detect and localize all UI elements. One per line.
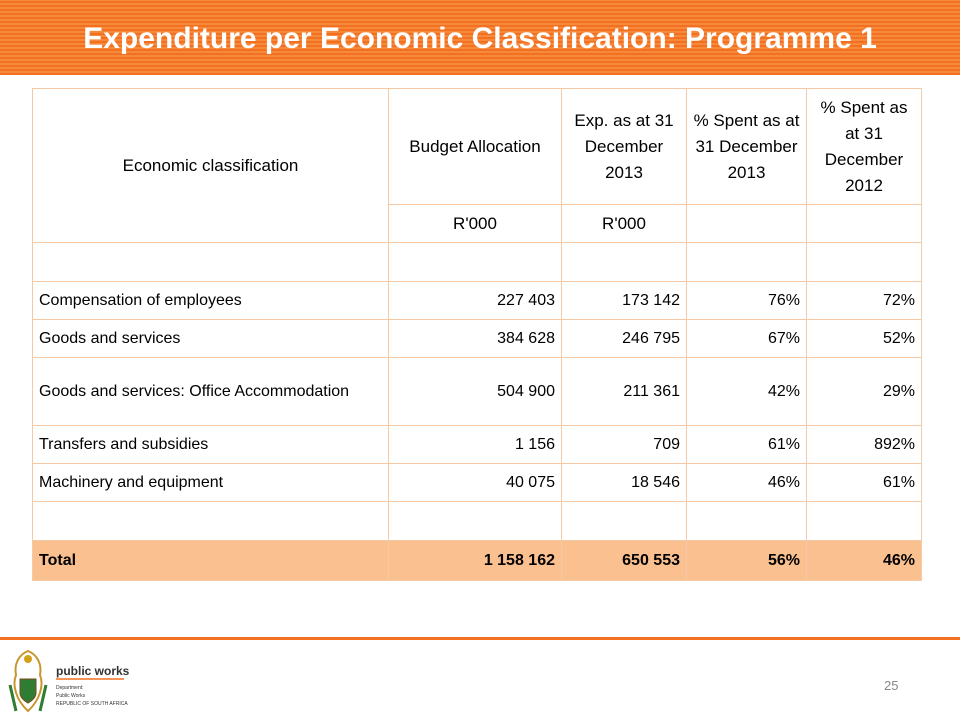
total-cell: 650 553: [561, 540, 687, 581]
data-cell: 709: [561, 425, 687, 464]
data-cell: Goods and services: Office Accommodation: [32, 357, 389, 426]
empty-row: [32, 501, 922, 541]
footer-rule: [0, 637, 960, 640]
unit-cell: R'000: [388, 204, 562, 243]
empty-cell: [388, 242, 562, 282]
data-row: Machinery and equipment 40 075 18 546 46% 61…: [32, 463, 922, 502]
header-row: Economic classification Budget Allocation…: [32, 88, 922, 243]
empty-cell: [561, 242, 687, 282]
data-cell: 18 546: [561, 463, 687, 502]
logo-lines: Department: Public Works REPUBLIC OF SOUTH…: [56, 684, 128, 708]
units-row: R'000 R'000: [33, 204, 922, 243]
header-cell: Economic classification: [32, 88, 389, 243]
expenditure-table: Economic classification Budget Allocation…: [32, 88, 922, 581]
data-cell: 61%: [686, 425, 807, 464]
data-cell: Compensation of employees: [32, 281, 389, 320]
coat-of-arms: [8, 649, 124, 713]
data-row: Compensation of employees 227 403 173 142 7…: [32, 281, 922, 320]
empty-cell: [32, 501, 389, 541]
empty-cell: [686, 204, 807, 243]
total-cell: Total: [32, 540, 389, 581]
data-cell: 246 795: [561, 319, 687, 358]
data-cell: 67%: [686, 319, 807, 358]
data-cell: 40 075: [388, 463, 562, 502]
slide-title: Expenditure per Economic Classification:…: [83, 22, 877, 55]
empty-cell: [388, 501, 562, 541]
data-cell: 1 156: [388, 425, 562, 464]
empty-cell: [806, 242, 922, 282]
data-cell: 892%: [806, 425, 922, 464]
data-cell: 72%: [806, 281, 922, 320]
data-cell: 42%: [686, 357, 807, 426]
logo-name: public works: [56, 664, 130, 678]
header-cell: % Spent as at 31 December 2013: [686, 88, 807, 205]
data-row: Goods and services: Office Accommodation…: [32, 357, 922, 426]
data-row: Goods and services 384 628 246 795 67% 52%: [32, 319, 922, 358]
empty-cell: [686, 501, 807, 541]
empty-cell: [686, 242, 807, 282]
data-cell: Machinery and equipment: [32, 463, 389, 502]
data-row: Transfers and subsidies 1 156 709 61% 892%: [32, 425, 922, 464]
data-cell: 173 142: [561, 281, 687, 320]
data-cell: 211 361: [561, 357, 687, 426]
data-cell: 384 628: [388, 319, 562, 358]
total-cell: 46%: [806, 540, 922, 581]
logo-line: Public Works: [56, 693, 86, 699]
data-cell: 46%: [686, 463, 807, 502]
data-cell: 227 403: [388, 281, 562, 320]
data-cell: 61%: [806, 463, 922, 502]
empty-cell: [806, 501, 922, 541]
logo-line: Department:: [56, 685, 84, 691]
data-cell: 29%: [806, 357, 922, 426]
data-cell: Goods and services: [32, 319, 389, 358]
empty-cell: [32, 242, 389, 282]
header-cell: Budget Allocation: [388, 88, 562, 205]
empty-cell: [561, 501, 687, 541]
table-body: Economic classification Budget Allocation…: [32, 88, 922, 581]
unit-cell: R'000: [561, 204, 687, 243]
data-cell: Transfers and subsidies: [32, 425, 389, 464]
total-cell: 56%: [686, 540, 807, 581]
header-cell: Exp. as at 31 December 2013: [561, 88, 687, 205]
empty-cell: [806, 204, 922, 243]
header-cell: % Spent as at 31 December 2012: [806, 88, 922, 205]
page-number: 25: [884, 678, 899, 693]
title-bar: [0, 0, 960, 75]
data-cell: 76%: [686, 281, 807, 320]
data-cell: 52%: [806, 319, 922, 358]
logo-line: REPUBLIC OF SOUTH AFRICA: [56, 701, 128, 707]
total-cell: 1 158 162: [388, 540, 562, 581]
total-row: Total 1 158 162 650 553 56% 46%: [32, 540, 922, 581]
empty-row: [32, 242, 922, 282]
data-cell: 504 900: [388, 357, 562, 426]
